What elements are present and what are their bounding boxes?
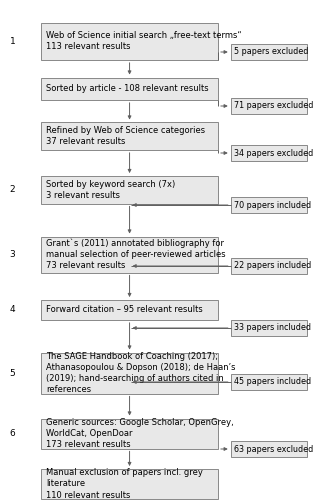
Bar (231, 197, 307, 213)
Text: Web of Science initial search „free-text terms“
113 relevant results: Web of Science initial search „free-text… (46, 31, 241, 52)
Text: 5 papers excluded: 5 papers excluded (234, 48, 309, 56)
Bar (231, 374, 307, 390)
Bar (231, 441, 307, 457)
Bar (41, 236, 218, 272)
Text: 5: 5 (9, 368, 15, 378)
Text: 63 papers excluded: 63 papers excluded (234, 444, 314, 454)
Text: Grant`s (2011) annotated bibliography for
manual selection of peer-reviewed arti: Grant`s (2011) annotated bibliography fo… (46, 238, 225, 270)
Text: Manual exclusion of papers incl. grey
literature
110 relevant results: Manual exclusion of papers incl. grey li… (46, 468, 203, 500)
Bar (41, 300, 218, 320)
Bar (41, 352, 218, 394)
Bar (41, 418, 218, 448)
Text: Refined by Web of Science categories
37 relevant results: Refined by Web of Science categories 37 … (46, 126, 205, 146)
Text: 1: 1 (9, 37, 15, 46)
Text: 2: 2 (9, 185, 15, 194)
Bar (231, 98, 307, 114)
Bar (41, 176, 218, 204)
Bar (231, 320, 307, 336)
Text: 71 papers excluded: 71 papers excluded (234, 102, 314, 110)
Text: The SAGE Handbook of Coaching (2017);
Athanasopoulou & Dopson (2018); de Haan’s
: The SAGE Handbook of Coaching (2017); At… (46, 352, 235, 394)
Text: 34 papers excluded: 34 papers excluded (234, 148, 314, 158)
Bar (231, 258, 307, 274)
Bar (41, 469, 218, 499)
Text: 3: 3 (9, 250, 15, 259)
Text: 70 papers included: 70 papers included (234, 200, 312, 209)
Bar (231, 145, 307, 161)
Text: 22 papers included: 22 papers included (234, 262, 312, 270)
Text: Generic sources: Google Scholar, OpenGrey,
WorldCat, OpenDoar
173 relevant resul: Generic sources: Google Scholar, OpenGre… (46, 418, 234, 449)
Text: 45 papers included: 45 papers included (234, 378, 312, 386)
Text: 33 papers included: 33 papers included (234, 324, 312, 332)
Text: 4: 4 (9, 306, 15, 314)
Text: Sorted by keyword search (7x)
3 relevant results: Sorted by keyword search (7x) 3 relevant… (46, 180, 175, 200)
Bar (41, 122, 218, 150)
Text: Forward citation – 95 relevant results: Forward citation – 95 relevant results (46, 306, 203, 314)
Text: Sorted by article - 108 relevant results: Sorted by article - 108 relevant results (46, 84, 209, 93)
Bar (41, 22, 218, 60)
Bar (41, 78, 218, 100)
Bar (231, 44, 307, 60)
Text: 6: 6 (9, 429, 15, 438)
